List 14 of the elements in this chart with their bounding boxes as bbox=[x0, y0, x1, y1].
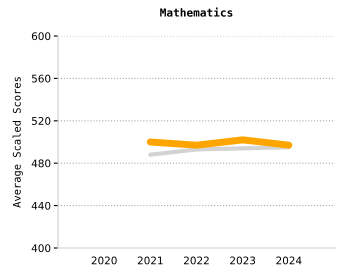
x-tick-label: 2024 bbox=[276, 256, 302, 264]
x-tick-label: 2022 bbox=[184, 256, 209, 264]
y-tick-label: 600 bbox=[32, 32, 50, 40]
y-tick-label: 520 bbox=[32, 117, 50, 125]
y-tick-label: 480 bbox=[32, 159, 50, 168]
y-axis-title: Average Scaled Scores bbox=[12, 77, 23, 208]
y-tick-label: 400 bbox=[32, 244, 50, 252]
line-series bbox=[148, 145, 291, 157]
x-tick-label: 2023 bbox=[230, 256, 256, 264]
y-tick-label: 560 bbox=[32, 74, 50, 83]
chart-title: Mathematics bbox=[160, 8, 232, 17]
x-tick-label: 2020 bbox=[92, 256, 117, 264]
y-tick-label: 440 bbox=[32, 202, 50, 210]
x-tick-label: 2021 bbox=[138, 256, 163, 264]
